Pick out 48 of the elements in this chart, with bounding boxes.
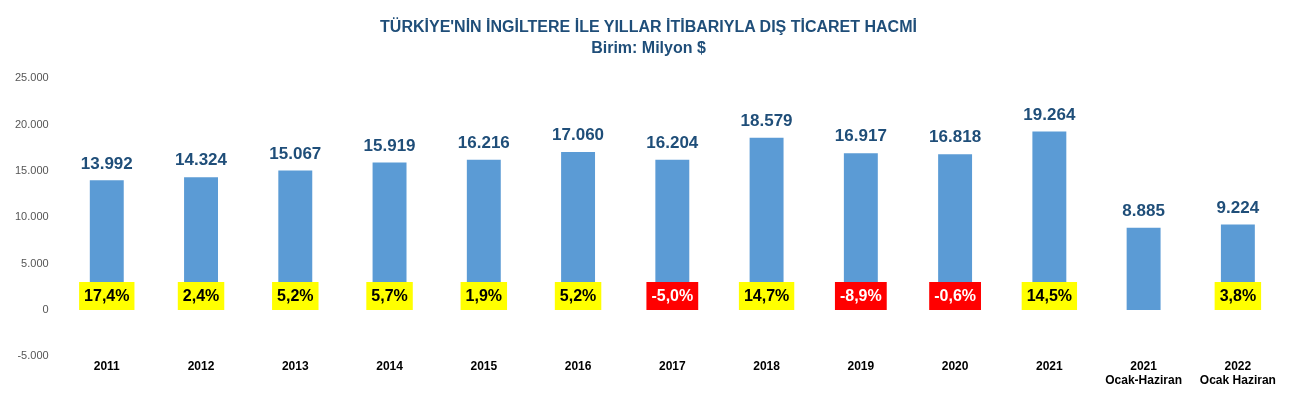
annotation: 14,7% [743, 287, 790, 305]
annotation: 17,4% [84, 287, 130, 305]
data-label: 14.324 [175, 150, 228, 170]
annotation: 1,9% [465, 287, 503, 305]
data-label: 16.917 [834, 126, 887, 146]
y-tick-label: 5.000 [21, 256, 49, 269]
y-tick-label: 25.000 [14, 71, 49, 84]
data-label: 9.224 [1216, 197, 1260, 217]
x-tick-label: 2016 [564, 358, 592, 373]
y-tick-label: 15.000 [14, 164, 49, 177]
x-tick-label: 2013 [281, 358, 309, 373]
data-label: 15.919 [363, 135, 416, 155]
data-label: 18.579 [740, 111, 793, 131]
y-tick-label: 10.000 [14, 210, 49, 223]
x-tick-label: 2012 [187, 358, 215, 373]
annotation: 5,2% [559, 287, 597, 305]
chart-title: TÜRKİYE'NİN İNGİLTERE İLE YILLAR İTİBARIYLA DIŞ TİCARET HACMİ [380, 17, 917, 36]
data-label: 8.885 [1122, 200, 1165, 220]
x-tick-label: 2015 [470, 358, 498, 373]
x-tick-label: 2014 [376, 358, 404, 373]
data-label: 15.067 [269, 143, 322, 163]
data-label: 19.264 [1023, 104, 1076, 124]
x-tick-label: 2019 [847, 358, 875, 373]
data-label: 16.216 [457, 132, 510, 152]
annotation: 14,5% [1026, 287, 1073, 305]
annotation: -5,0% [651, 287, 694, 305]
annotation: -0,6% [934, 287, 976, 305]
annotation: 5,7% [371, 287, 408, 305]
y-tick-label: 0 [42, 302, 49, 315]
data-label: 16.818 [929, 127, 982, 147]
y-tick-label: 20.000 [14, 117, 49, 130]
annotation: 5,2% [277, 287, 314, 305]
x-tick-label: 2011 [93, 358, 121, 373]
x-tick-label: 2020 [941, 358, 969, 373]
annotation: 2,4% [182, 287, 220, 305]
data-label: 16.204 [646, 133, 699, 153]
annotation: 3,8% [1219, 287, 1257, 305]
data-label: 17.060 [552, 125, 605, 145]
bar [1126, 227, 1161, 310]
x-tick-label: 2021 [1036, 358, 1064, 373]
y-tick-label: -5.000 [17, 349, 49, 362]
x-tick-label: 2018 [753, 358, 781, 373]
annotation: -8,9% [839, 287, 882, 305]
x-tick-label: 2022 Ocak Haziran [1199, 358, 1276, 388]
data-label: 13.992 [80, 153, 133, 173]
x-tick-label: 2017 [658, 358, 686, 373]
chart-subtitle: Birim: Milyon $ [591, 39, 706, 57]
x-tick-label: 2021 Ocak-Haziran [1105, 358, 1182, 388]
